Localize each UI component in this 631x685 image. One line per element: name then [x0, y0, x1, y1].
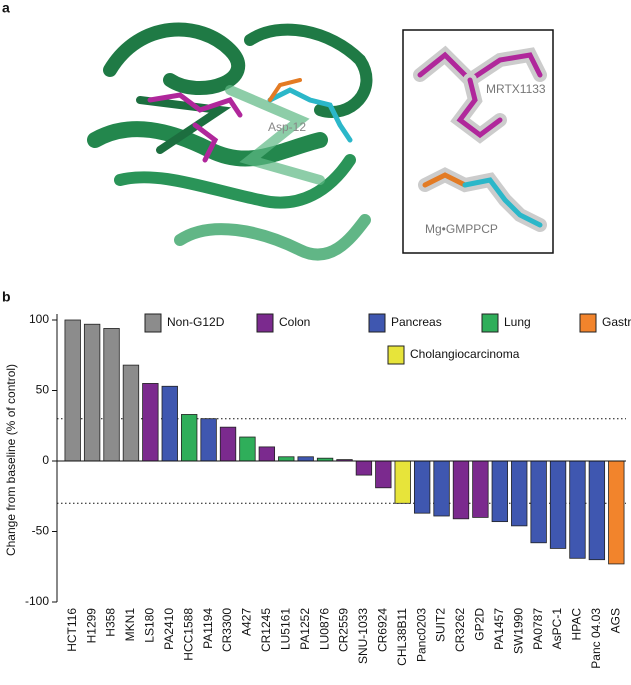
x-tick-label: MKN1: [123, 608, 137, 642]
legend-label: Non-G12D: [167, 315, 225, 329]
x-tick-label: SW1990: [511, 608, 525, 654]
x-tick-label: Panc0203: [414, 608, 428, 662]
x-tick-label: CR3262: [453, 608, 467, 652]
x-tick-label: HPAC: [570, 608, 584, 641]
inset-density: [413, 45, 547, 232]
bar: [375, 460, 392, 489]
bar: [433, 460, 450, 517]
bar: [161, 385, 178, 462]
panel-label: a: [2, 0, 10, 16]
x-tick-label: H358: [104, 608, 118, 637]
bar: [142, 383, 159, 462]
legend-label: Cholangiocarcinoma: [410, 347, 520, 361]
bar: [278, 456, 295, 462]
y-tick-label: 100: [29, 312, 49, 326]
bar: [355, 460, 373, 476]
legend-swatch: [579, 313, 597, 333]
bar: [452, 460, 470, 520]
bar: [239, 436, 256, 462]
x-tick-label: HCC1588: [181, 608, 195, 661]
bar: [569, 460, 586, 559]
x-tick-label: SUIT2: [434, 608, 448, 642]
bar: [258, 446, 276, 462]
x-tick-label: Panc 04.03: [589, 608, 603, 669]
y-tick-label: 0: [42, 453, 49, 467]
x-tick-label: LS180: [143, 608, 157, 643]
bar: [219, 426, 237, 462]
bar: [549, 460, 567, 549]
legend-swatch: [256, 313, 274, 333]
y-axis-label: Change from baseline (% of control): [4, 364, 18, 556]
bar: [122, 364, 140, 462]
x-tick-label: H1299: [84, 608, 98, 644]
x-tick-label: LU0876: [317, 608, 331, 650]
x-tick-label: PA1252: [298, 608, 312, 650]
bar: [103, 328, 120, 462]
bar: [491, 460, 508, 523]
annotation: Asp-12: [268, 120, 306, 134]
bar: [472, 460, 489, 518]
bar: [297, 456, 314, 462]
x-tick-label: GP2D: [473, 608, 487, 641]
x-tick-label: HCT116: [65, 608, 79, 652]
x-tick-label: A427: [240, 608, 254, 636]
panel-label: b: [2, 289, 11, 305]
legend-label: Pancreas: [391, 315, 442, 329]
legend-label: Gastric: [602, 315, 631, 329]
legend-swatch: [368, 313, 386, 333]
x-tick-label: PA0787: [531, 608, 545, 650]
bar: [200, 418, 217, 462]
bar: [394, 460, 411, 504]
x-tick-label: CHL38B11: [395, 608, 409, 666]
y-tick-label: -100: [25, 594, 49, 608]
x-tick-label: PA2410: [162, 608, 176, 650]
x-tick-label: CR1245: [259, 608, 273, 652]
y-tick-label: -50: [32, 524, 50, 538]
bar: [181, 414, 198, 462]
bar: [64, 319, 81, 462]
bar: [588, 460, 606, 561]
annotation: MRTX1133: [486, 82, 546, 96]
bar: [83, 323, 101, 462]
protein-structure: [87, 22, 373, 261]
x-tick-label: CR2559: [337, 608, 351, 652]
bar: [530, 460, 547, 544]
x-tick-label: CR6924: [375, 608, 389, 652]
bar: [511, 460, 528, 527]
x-tick-label: AsPC-1: [550, 608, 564, 650]
bar: [413, 460, 431, 514]
x-tick-label: SNU-1033: [356, 608, 370, 664]
y-tick-label: 50: [36, 383, 50, 397]
legend-swatch: [481, 313, 499, 333]
legend-swatch: [144, 313, 162, 333]
legend-swatch: [387, 345, 405, 365]
legend-label: Colon: [279, 315, 310, 329]
x-tick-label: AGS: [608, 608, 622, 633]
x-tick-label: PA1194: [201, 608, 215, 649]
annotation: Mg•GMPPCP: [425, 222, 498, 236]
legend-label: Lung: [504, 315, 531, 329]
x-tick-label: LU5161: [278, 608, 292, 650]
x-tick-label: PA1457: [492, 608, 506, 650]
bar: [608, 460, 625, 565]
x-tick-label: CR3300: [220, 608, 234, 652]
